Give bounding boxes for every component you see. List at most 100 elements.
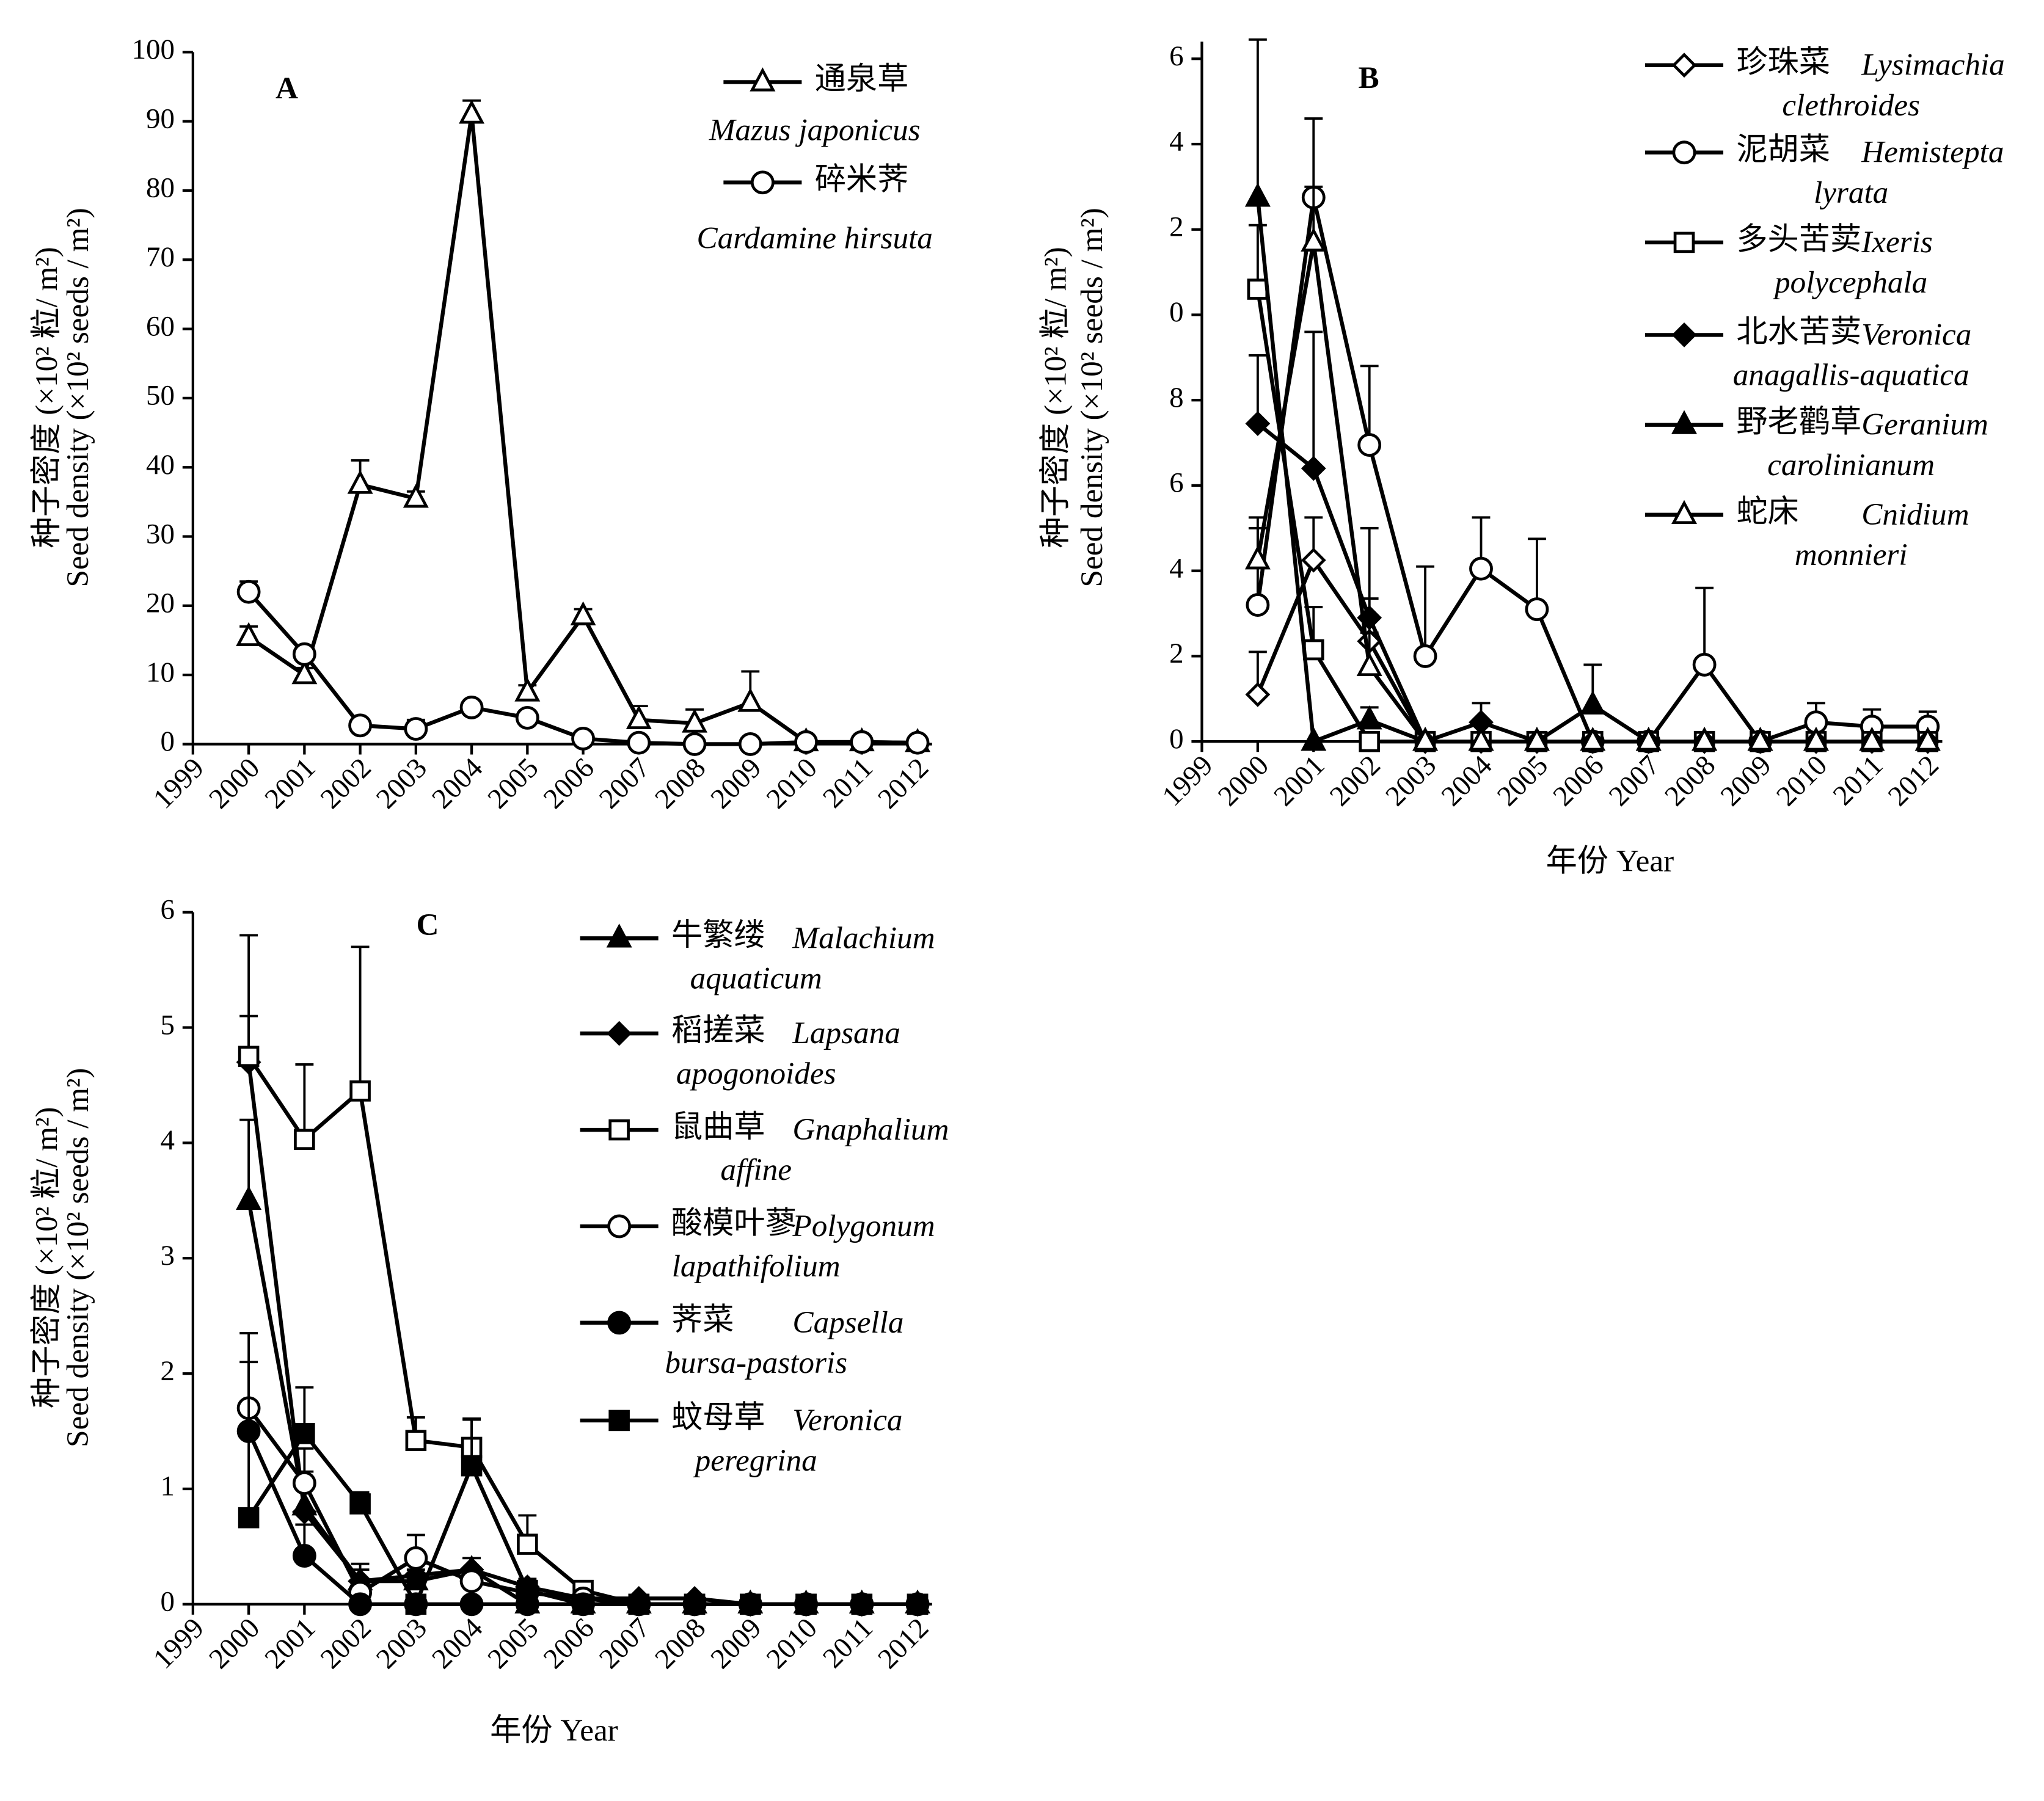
y-tick-label: 50 (146, 380, 175, 412)
y-tick-label: 70 (146, 241, 175, 273)
x-tick-label: 2006 (538, 1612, 600, 1675)
series-line (247, 1430, 918, 1609)
x-axis-label: 年份 Year (1546, 844, 1674, 879)
marker (850, 730, 874, 754)
marker (1671, 410, 1697, 434)
legend-entry: 荠菜 Capsella bursa-pastoris (580, 1303, 904, 1380)
x-tick-label: 2001 (258, 752, 321, 815)
marker (795, 1593, 817, 1615)
legend-label: 酸模叶蓼 (671, 1206, 797, 1241)
x-tick-label: 2007 (1603, 749, 1666, 812)
marker (571, 726, 595, 751)
x-tick-label: 2010 (1770, 749, 1833, 812)
y-tick-label: 6 (1169, 40, 1183, 72)
x-tick-label: 2002 (315, 752, 378, 815)
x-tick-label: 2001 (258, 1612, 321, 1675)
marker (905, 730, 930, 755)
marker (291, 660, 318, 685)
legend-entry: 泥胡菜 Hemistepta lyrata (1644, 132, 2004, 210)
error-bar (1360, 526, 1379, 618)
x-tick-label: 2010 (761, 1612, 823, 1675)
x-tick-label: 2006 (1547, 749, 1610, 812)
y-axis-label: Seed density (×10² seeds / m²) (60, 208, 95, 587)
marker (1359, 730, 1380, 752)
marker (405, 1430, 427, 1451)
marker (459, 1569, 484, 1593)
x-tick-label: 2004 (426, 1612, 489, 1675)
marker (1469, 556, 1493, 581)
x-tick-label: 2011 (1827, 749, 1889, 812)
marker (1245, 682, 1271, 707)
legend-latin: Veronica (792, 1403, 902, 1438)
legend-label: 通泉草 (815, 62, 909, 96)
marker (626, 705, 652, 729)
marker (517, 1579, 538, 1601)
x-tick-label: 2005 (481, 1612, 544, 1675)
x-tick-label: 2000 (203, 752, 266, 815)
marker (740, 1593, 761, 1615)
legend-latin: Lapsana (792, 1016, 900, 1050)
x-tick-label: 2011 (817, 752, 879, 814)
legend-entry: 牛繁缕 Malachium aquaticum (580, 918, 935, 996)
y-tick-label: 2 (1169, 211, 1183, 242)
error-bar (1248, 38, 1267, 198)
y-tick-label: 60 (146, 310, 175, 342)
legend-latin: peregrina (693, 1443, 817, 1478)
marker (405, 1593, 427, 1615)
legend-latin: Cnidium (1861, 497, 1969, 532)
legend-label: 多头苦荬 (1736, 222, 1861, 257)
y-axis-label: 种子密度 (×10² 粒/ m²) (1038, 247, 1073, 548)
x-tick-label: 2001 (1268, 749, 1330, 812)
panel-label: C (416, 908, 439, 942)
x-tick-label: 2000 (203, 1612, 266, 1675)
legend-label: 珍珠菜 (1736, 45, 1830, 79)
x-tick-label: 2003 (370, 752, 433, 815)
marker (459, 1592, 484, 1617)
x-tick-label: 2003 (1379, 749, 1442, 812)
legend-label: 蚊母草 (671, 1400, 765, 1435)
y-tick-label: 3 (161, 1240, 175, 1272)
x-tick-label: 2004 (1436, 749, 1498, 812)
y-tick-label: 4 (1169, 126, 1183, 158)
marker (1357, 433, 1382, 457)
marker (238, 1507, 260, 1529)
legend-latin: Capsella (792, 1305, 903, 1340)
marker (292, 642, 316, 666)
legend-latin: Geranium (1861, 407, 1988, 442)
y-axis-label: 种子密度 (×10² 粒/ m²) (29, 247, 64, 548)
y-tick-label: 0 (1169, 723, 1183, 755)
legend-label: 野老鹳草 (1736, 404, 1861, 439)
marker (1356, 705, 1382, 730)
marker (1302, 639, 1324, 661)
y-tick-label: 30 (146, 518, 175, 550)
marker (750, 170, 775, 195)
legend-latin: Hemistepta (1861, 135, 2004, 170)
marker (570, 601, 596, 625)
error-bar (1304, 330, 1323, 468)
marker (572, 1593, 594, 1615)
error-bar (351, 945, 370, 1091)
marker (1692, 652, 1717, 677)
marker (1468, 726, 1494, 751)
marker (608, 1410, 630, 1432)
marker (514, 677, 541, 702)
marker (404, 717, 428, 741)
marker (349, 1080, 371, 1102)
x-tick-label: 2000 (1212, 749, 1275, 812)
y-axis-label: 种子密度 (×10² 粒/ m²) (29, 1107, 64, 1408)
error-bar (1695, 586, 1714, 665)
legend-latin: clethroides (1782, 88, 1920, 123)
legend-entry: 碎米荠 Cardamine hirsuta (696, 162, 932, 255)
legend-latin: Mazus japonicus (709, 112, 921, 147)
legend-label: 稻搓菜 (671, 1013, 765, 1048)
legend-latin: Malachium (792, 920, 935, 955)
x-tick-label: 1999 (147, 752, 210, 815)
marker (294, 1423, 315, 1444)
legend-latin: Gnaphalium (792, 1112, 949, 1147)
marker (1859, 726, 1885, 751)
marker (1301, 726, 1327, 751)
marker (794, 730, 818, 754)
error-bar (239, 1436, 258, 1518)
